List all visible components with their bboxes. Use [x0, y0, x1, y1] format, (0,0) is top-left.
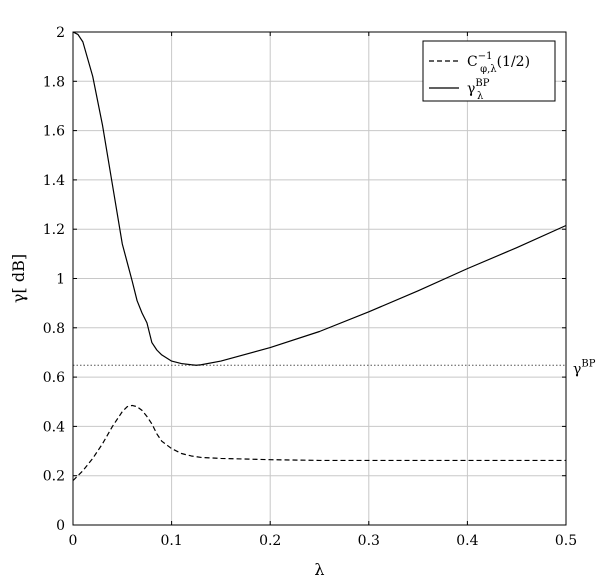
y-tick-label: 0.6	[43, 370, 65, 386]
y-tick-label: 0.4	[43, 419, 65, 435]
y-tick-label: 1.4	[43, 173, 65, 189]
y-tick-label: 0	[56, 518, 65, 534]
x-axis-label: λ	[314, 560, 324, 579]
legend-label-main: C	[467, 54, 478, 70]
legend-label-sup: −1	[478, 51, 493, 62]
legend-label-1: C−1 φ,λ(1/2)	[467, 51, 530, 75]
x-tick-label: 0.1	[160, 533, 182, 549]
legend-label-tail: (1/2)	[497, 54, 530, 70]
x-tick-label: 0.2	[259, 533, 281, 549]
x-tick-label: 0	[69, 533, 78, 549]
y-tick-label: 1.8	[43, 74, 65, 90]
legend-box	[422, 40, 556, 102]
legend-label-main: γ	[467, 81, 475, 97]
x-tick-label: 0.5	[555, 533, 577, 549]
legend-label-sup: BP	[475, 78, 489, 89]
y-tick-label: 1.2	[43, 222, 65, 238]
y-tick-label: 2	[56, 25, 65, 41]
legend-label-sub: λ	[477, 91, 484, 102]
y-tick-label: 0.8	[43, 321, 65, 337]
x-tick-label: 0.3	[358, 533, 380, 549]
reference-label-main: γ	[573, 361, 581, 377]
series-line-1	[72, 404, 566, 482]
y-axis-label: γ[ dB]	[9, 254, 28, 303]
series-lines	[72, 31, 567, 482]
legend-label-sub: φ,λ	[480, 64, 497, 75]
y-tick-label: 0.2	[43, 469, 65, 485]
reference-line-label: γBP	[573, 358, 596, 377]
grid-lines	[72, 31, 567, 526]
legend: C−1 φ,λ(1/2) γBP λ	[422, 40, 556, 102]
y-tick-label: 1.6	[43, 124, 65, 140]
reference-lines: γBP	[73, 358, 596, 377]
series-line-2	[72, 31, 567, 366]
axis-ticks: 0 0.1 0.2 0.3 0.4 0.5 0 0.2 0.4 0.6 0.8 1 1.2 1.4 1.6 1…	[43, 25, 577, 549]
y-tick-label: 1	[56, 272, 65, 288]
reference-label-sup: BP	[581, 358, 595, 369]
x-tick-label: 0.4	[456, 533, 478, 549]
legend-label-2: γBP λ	[467, 78, 490, 102]
